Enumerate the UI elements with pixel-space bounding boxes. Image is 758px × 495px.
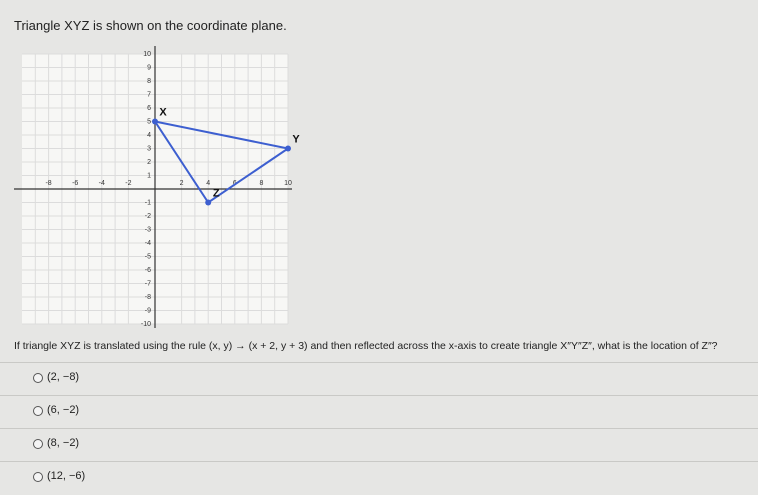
x-tick-label: -4: [99, 180, 105, 187]
y-tick-label: 4: [147, 132, 151, 139]
x-tick-label: 2: [180, 180, 184, 187]
answer-option[interactable]: (6, −2): [0, 395, 758, 426]
prompt: Triangle XYZ is shown on the coordinate …: [14, 18, 287, 33]
vertex: [285, 145, 291, 152]
y-tick-label: -7: [145, 280, 151, 287]
x-tick-label: 8: [259, 180, 263, 187]
x-tick-label: -2: [125, 180, 131, 187]
y-tick-label: 8: [147, 78, 151, 85]
y-tick-label: 6: [147, 105, 151, 112]
x-tick-label: 10: [284, 180, 292, 187]
y-tick-label: -1: [145, 199, 151, 206]
y-tick-label: 5: [147, 118, 151, 125]
option-text: (12, −6): [47, 470, 86, 482]
x-tick-label: 4: [206, 180, 210, 187]
y-tick-label: 7: [147, 91, 151, 98]
y-tick-label: 3: [147, 145, 151, 152]
y-tick-label: -8: [145, 294, 151, 301]
question: If triangle XYZ is translated using the …: [14, 340, 718, 352]
vertex-label: X: [159, 106, 167, 118]
y-tick-label: -4: [145, 240, 151, 247]
y-tick-label: 9: [147, 64, 151, 71]
y-tick-label: -6: [145, 267, 151, 274]
answer-option[interactable]: (12, −6): [0, 461, 758, 492]
option-text: (6, −2): [47, 404, 80, 416]
y-tick-label: -9: [145, 307, 151, 314]
vertex-label: Y: [292, 133, 300, 145]
y-tick-label: 10: [143, 51, 151, 58]
vertex: [205, 199, 212, 206]
answer-option[interactable]: (2, −8): [0, 362, 758, 393]
triangle: [152, 120, 291, 204]
radio-button[interactable]: [33, 406, 43, 416]
answer-option[interactable]: (8, −2): [0, 428, 758, 459]
coordinate-graph: -10 -9 -8 -7 -6 -5 -4 -3 -2 -1 1 2 3 4 5 6 7 8 9 10 -8 -6 -4 -2…: [14, 46, 300, 328]
option-text: (8, −2): [47, 437, 80, 449]
radio-button[interactable]: [33, 472, 43, 482]
y-tick-label: 2: [147, 159, 151, 166]
y-tick-label: -10: [141, 321, 151, 328]
radio-button[interactable]: [33, 373, 43, 383]
option-text: (2, −8): [47, 371, 80, 383]
y-tick-label: -2: [145, 213, 151, 220]
x-tick-label: -6: [72, 180, 78, 187]
radio-button[interactable]: [33, 439, 43, 449]
vertex-label: Z: [213, 187, 220, 199]
x-tick-label: -8: [45, 180, 51, 187]
y-tick-label: -5: [145, 253, 151, 260]
y-tick-label: -3: [145, 226, 151, 233]
y-tick-label: 1: [147, 172, 151, 179]
vertex: [152, 118, 158, 125]
